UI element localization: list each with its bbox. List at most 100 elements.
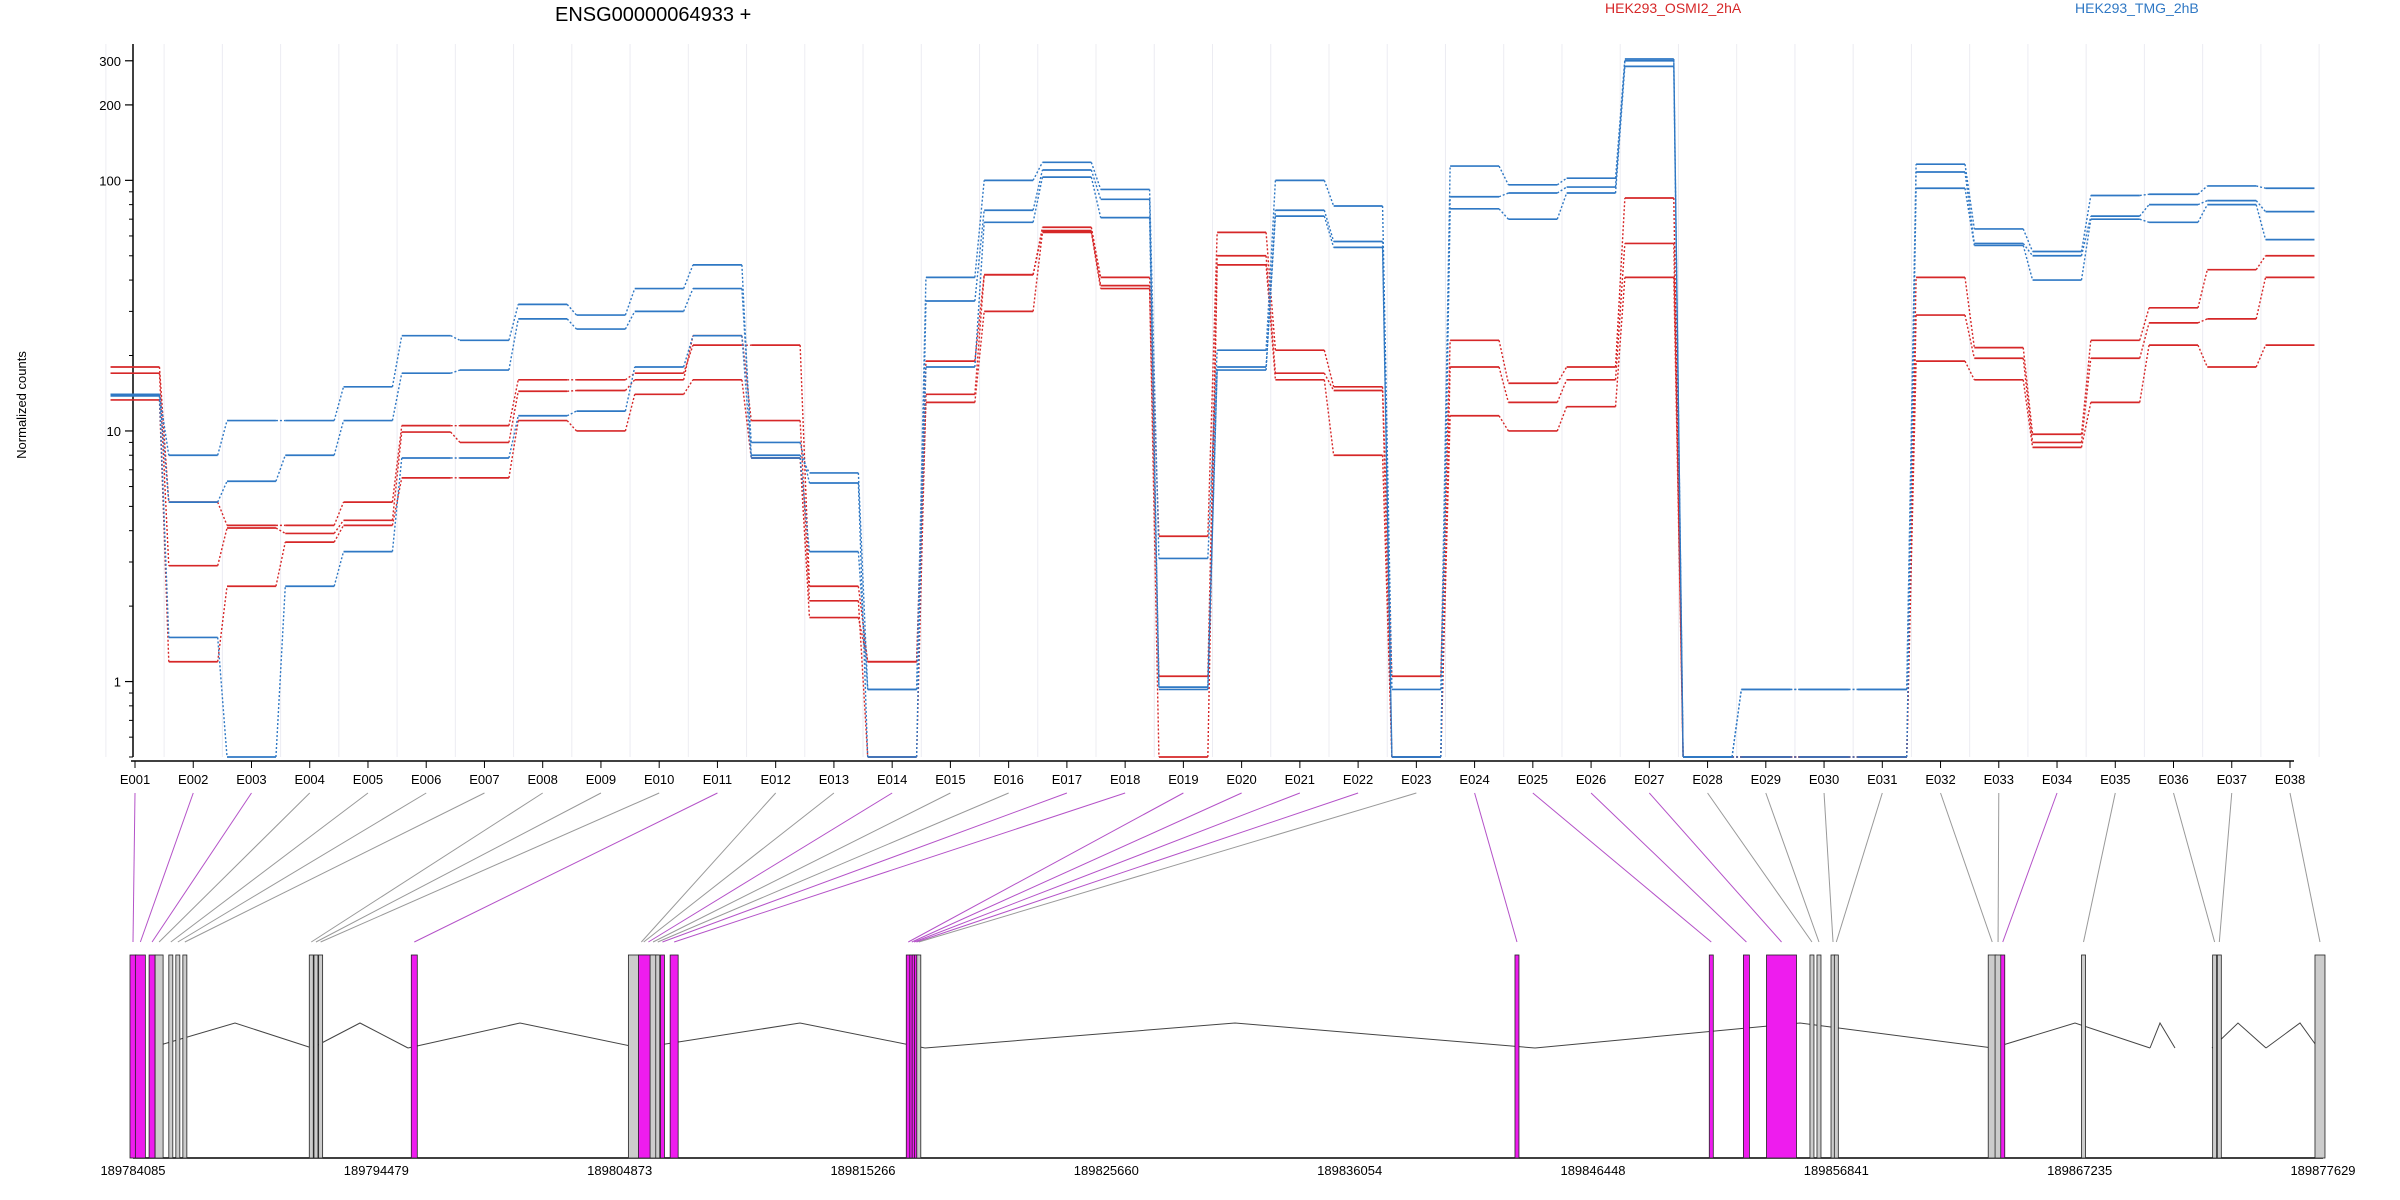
exon-transition-segment [1323,372,1335,391]
exon-transition-segment [857,472,869,690]
exon-transition-segment [799,454,811,474]
exon-connector [662,792,1068,943]
exon-transition-segment [1498,192,1509,198]
series-HEK293_TMG_2hB [110,65,2315,758]
exon-transition-segment [682,344,694,374]
exon-connector [139,792,194,943]
exon-block [1514,954,1520,1159]
exon-transition-segment [567,389,577,392]
exon-connector [1835,792,1883,943]
exon-transition-segment [683,379,694,395]
exon-transition-segment [974,222,985,368]
exon-connector [1997,792,2000,943]
x-tick-label: E015 [935,772,965,787]
exon-transition-segment [1207,366,1218,688]
exon-transition-segment [2255,200,2267,213]
intron-line [311,1022,409,1049]
exon-transition-segment [508,415,519,459]
intron-line [2149,1021,2176,1049]
exon-transition-segment [974,210,985,302]
exon-transition-segment [1323,215,1335,248]
exon-connector [913,792,1301,943]
exon-transition-segment [2139,193,2150,197]
exon-transition-segment [799,457,811,618]
exon-transition-segment [1090,232,1102,289]
y-tick-label: 300 [99,54,121,69]
exon-transition-segment [391,477,403,526]
exon-connector [1940,792,1993,943]
exon-connector [151,792,252,943]
exon-transition-segment [1440,166,1451,690]
exon-transition-segment [275,586,286,758]
exon-block [649,954,657,1159]
gene-model-track: 189784085 189794479 189804873 189815266 1898… [100,954,2356,1178]
exon-block [2216,954,2222,1159]
exon-transition-segment [2022,228,2034,252]
exon-transition-segment [2022,379,2034,448]
exon-transition-segment [275,527,286,535]
x-tick-label: E006 [411,772,441,787]
exon-transition-segment [2197,269,2208,308]
chart-title: ENSG00000064933 + [555,4,751,26]
exon-transition-segment [2080,215,2092,256]
x-tick-label: E029 [1751,772,1781,787]
exon-transition-segment [682,335,694,368]
y-axis-label: Normalized counts [14,351,29,459]
exon-transition-segment [391,425,403,503]
exon-transition-segment [2139,218,2150,223]
exon-connector [2289,792,2321,943]
intron-line [149,1022,313,1049]
exon-connector [916,792,1359,943]
exon-transition-segment [217,586,228,662]
exon-connector [1707,792,1813,943]
exon-transition-segment [1323,210,1335,242]
exon-transition-segment [2022,243,2034,257]
exon-transition-segment [1614,66,1626,194]
x-tick-label: E008 [528,772,558,787]
exon-transition-segment [1498,415,1509,432]
exon-transition-segment [1964,171,1976,244]
exon-transition-segment [1207,350,1218,559]
exon-transition-segment [2139,307,2150,341]
exon-transition-segment [508,391,519,443]
x-tick-label: E021 [1285,772,1315,787]
plot-area: 1 10 100 200 300 E001 E002 E003 E004 E005 E006 E007… [99,44,2320,787]
exon-transition-segment [1090,162,1102,190]
exon-block [660,954,665,1159]
exon-transition-segment [1556,186,1567,194]
exon-transition-segment [158,373,170,566]
exon-connector [911,792,1242,943]
exon-block [168,954,174,1159]
exon-connector [158,792,311,943]
exon-transition-segment [217,501,228,526]
exon-transition-segment [158,395,170,638]
y-tick-label: 200 [99,98,121,113]
exon-transition-segment [857,551,869,690]
exon-connector [657,792,1009,943]
exon-transition-segment [1673,66,1684,758]
exon-connector [170,792,369,943]
exon-transition-segment [1090,176,1102,218]
y-tick-label: 10 [107,424,121,439]
exon-transition-segment [1498,165,1510,186]
genomic-coordinate-label: 189825660 [1074,1163,1139,1178]
x-tick-label: E035 [2100,772,2130,787]
exon-transition-segment [1323,379,1335,456]
exon-transition-segment [624,288,636,316]
exon-transition-segment [799,345,811,587]
exon-block [669,954,679,1159]
genomic-coordinate-label: 189867235 [2047,1163,2112,1178]
exon-transition-segment [1964,164,1976,230]
exon-transition-segment [450,369,461,374]
exon-transition-segment [391,335,403,387]
exon-connector [1532,792,1712,943]
exon-transition-segment [1556,379,1568,403]
exon-transition-segment [974,180,985,278]
exon-transition-segment [2197,199,2208,206]
exon-transition-segment [624,311,636,330]
exon-block [175,954,181,1159]
x-tick-label: E010 [644,772,674,787]
x-tick-label: E025 [1518,772,1548,787]
legend-osmi2: HEK293_OSMI2_2hA [1605,0,1742,16]
exon-transition-segment [2139,204,2150,217]
